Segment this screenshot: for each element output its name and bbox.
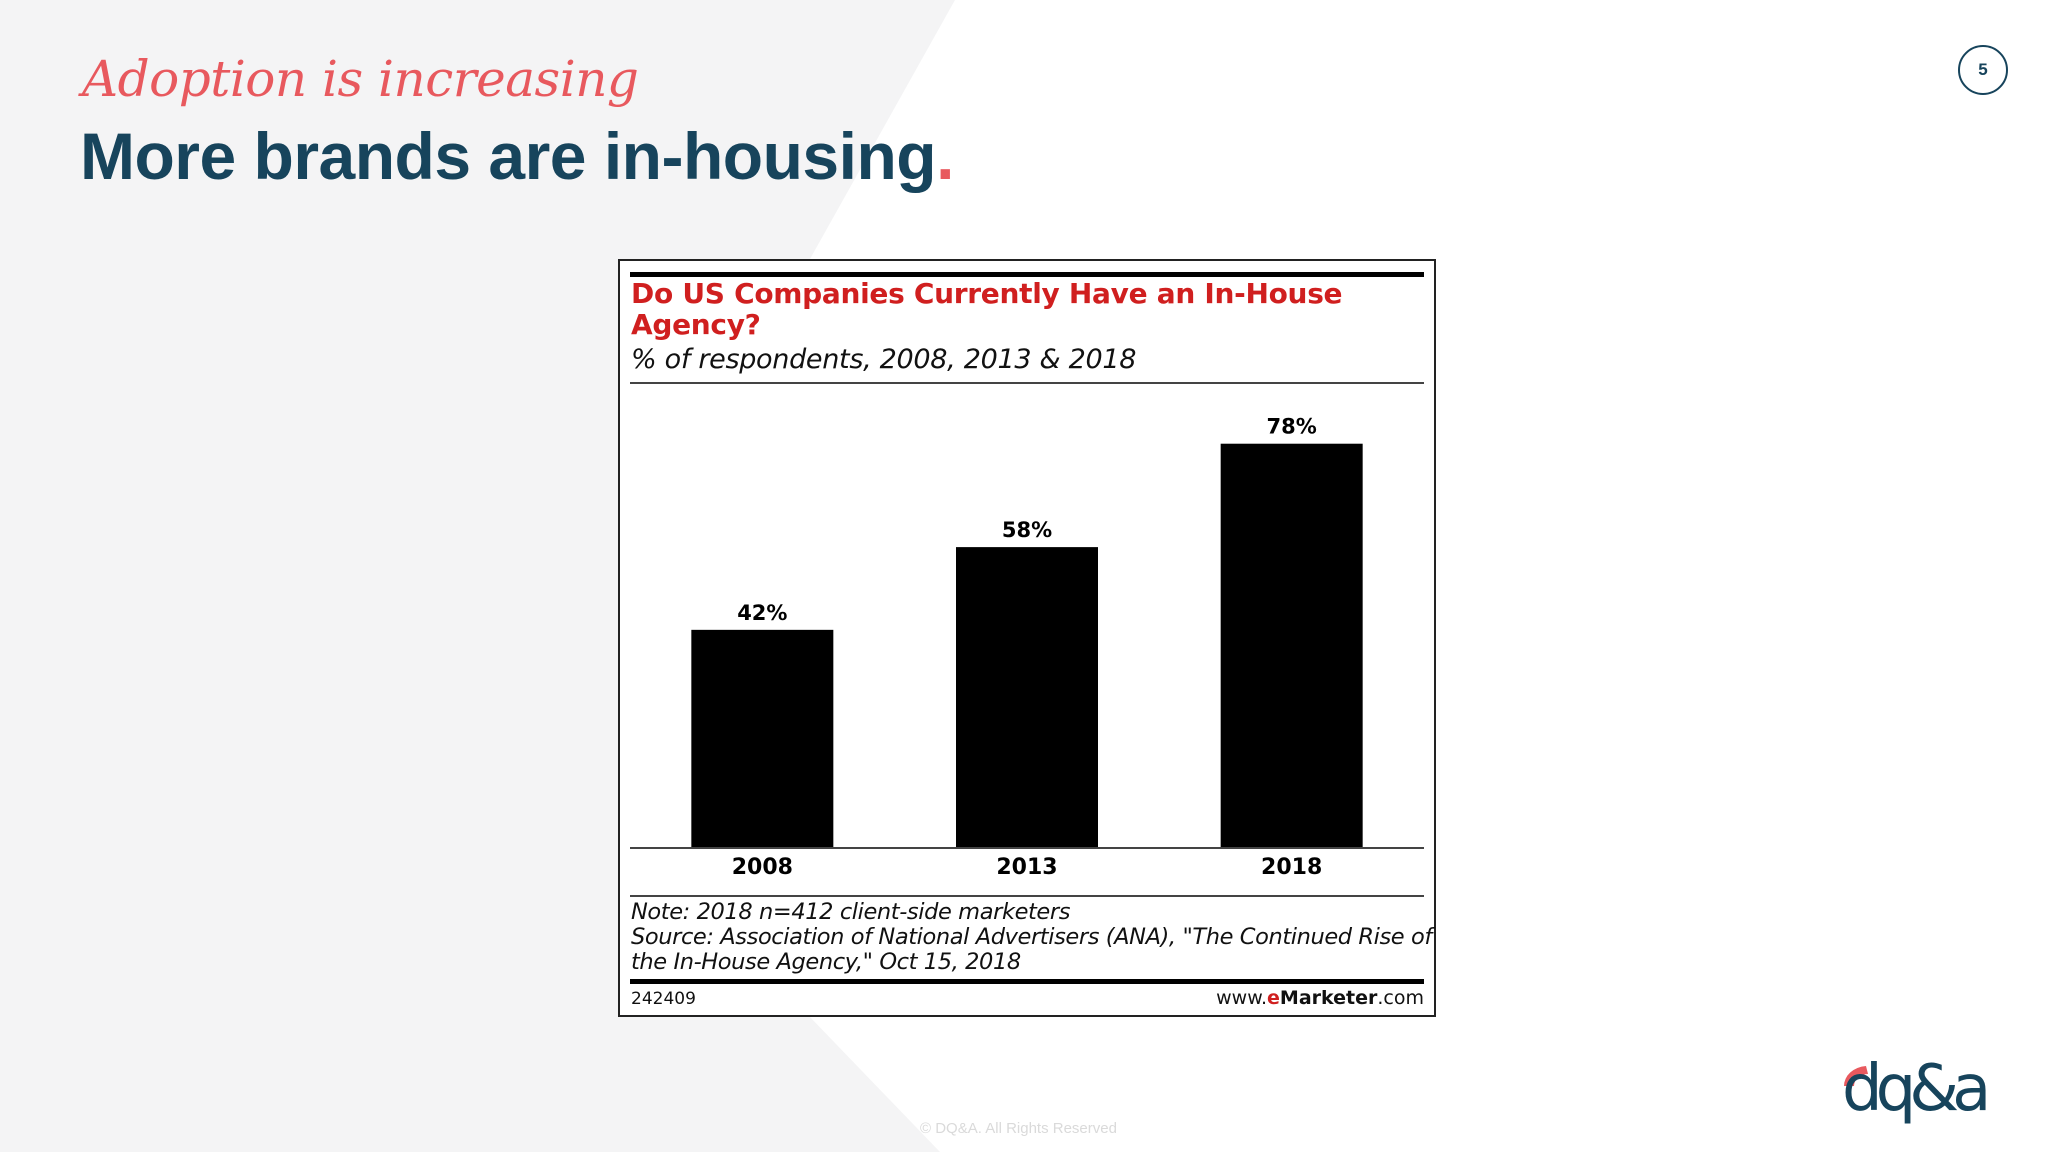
slide-title: More brands are in-housing. bbox=[80, 118, 954, 194]
footnote-line: Note: 2018 n=412 client-side marketers bbox=[631, 899, 1071, 925]
x-tick-label-2018: 2018 bbox=[1261, 855, 1322, 880]
bar-2018 bbox=[1220, 443, 1363, 847]
url-brand-name: Marketer bbox=[1279, 987, 1378, 1009]
chart-subtitle: % of respondents, 2008, 2013 & 2018 bbox=[631, 344, 1137, 375]
url-prefix: www. bbox=[1216, 987, 1268, 1009]
svg-text:dq&a: dq&a bbox=[1842, 1052, 1986, 1126]
bar-2008 bbox=[691, 629, 834, 847]
url-suffix: .com bbox=[1377, 987, 1424, 1009]
chart-bottom-rule bbox=[630, 979, 1424, 984]
url-brand-e: e bbox=[1267, 987, 1280, 1009]
x-tick-label-2013: 2013 bbox=[996, 855, 1057, 880]
chart-card: Do US Companies Currently Have an In-Hou… bbox=[618, 259, 1436, 1017]
data-label-2013: 58% bbox=[1002, 518, 1052, 542]
data-label-2018: 78% bbox=[1267, 415, 1317, 439]
chart-top-rule bbox=[630, 272, 1424, 277]
x-tick-label-2008: 2008 bbox=[732, 855, 793, 880]
emarketer-url: www.eMarketer.com bbox=[1216, 987, 1424, 1009]
slide-number-badge: 5 bbox=[1958, 45, 2008, 95]
bar-2013 bbox=[956, 547, 1098, 847]
url-brand: eMarketer bbox=[1267, 987, 1377, 1009]
chart-id: 242409 bbox=[631, 989, 696, 1009]
chart-title: Do US Companies Currently Have an In-Hou… bbox=[631, 277, 1343, 341]
chart-footnote: Note: 2018 n=412 client-side marketers S… bbox=[631, 899, 1432, 975]
footnote-line: Source: Association of National Advertis… bbox=[631, 924, 1432, 950]
dqa-logo-icon: dq&a bbox=[1842, 1052, 1993, 1126]
slide-title-text: More brands are in-housing bbox=[80, 119, 937, 193]
chart-footer-divider bbox=[630, 895, 1424, 897]
chart-header-divider bbox=[630, 382, 1424, 384]
bar-chart: 42% 2008 58% 2013 78% 2018 bbox=[630, 415, 1424, 880]
footnote-line: the In-House Agency," Oct 15, 2018 bbox=[631, 949, 1021, 975]
title-accent-dot: . bbox=[936, 119, 954, 193]
copyright-text: © DQ&A. All Rights Reserved bbox=[920, 1120, 1117, 1137]
data-label-2008: 42% bbox=[737, 601, 787, 625]
slide-subtitle: Adoption is increasing bbox=[82, 50, 639, 108]
